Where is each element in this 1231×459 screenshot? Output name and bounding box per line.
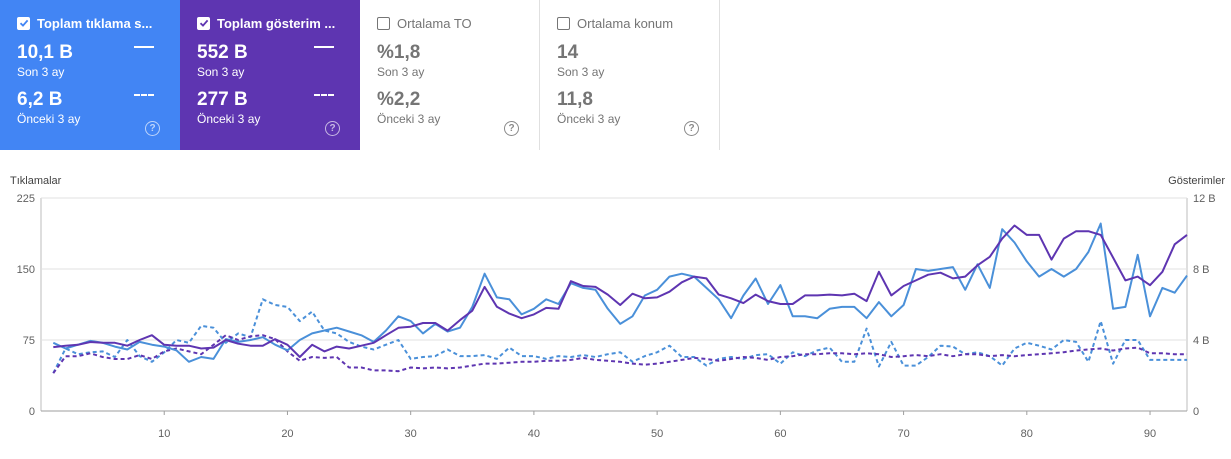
legend-dashed-line-icon <box>134 94 154 96</box>
card-header[interactable]: Ortalama konum <box>557 14 719 32</box>
x-tick-label: 10 <box>158 428 170 440</box>
help-icon[interactable]: ? <box>325 121 340 136</box>
checkbox-checked-icon[interactable] <box>197 16 210 30</box>
x-tick-label: 80 <box>1021 428 1033 440</box>
right-tick-label: 0 <box>1193 406 1199 418</box>
right-tick-label: 12 B <box>1193 193 1216 205</box>
card-label: Toplam gösterim ... <box>217 15 336 31</box>
card-label: Ortalama konum <box>577 15 674 31</box>
chart-series <box>52 222 1188 374</box>
x-tick-label: 60 <box>774 428 786 440</box>
card-label: Ortalama TO <box>397 15 472 31</box>
card-value-previous: 11,8 <box>557 89 593 110</box>
series-line-toplam-tıklama <box>52 222 1188 363</box>
right-tick-label: 4 B <box>1193 335 1210 347</box>
checkbox-unchecked-icon[interactable] <box>557 16 570 30</box>
series-line-önceki-gösterim <box>52 334 1187 374</box>
card-header[interactable]: Toplam gösterim ... <box>197 14 360 32</box>
series-line-toplam-gösterim <box>53 224 1188 358</box>
card-value-current: 10,1 B <box>17 42 73 63</box>
card-header[interactable]: Toplam tıklama s... <box>17 14 180 32</box>
card-value-previous: %2,2 <box>377 89 421 110</box>
x-tick-label: 90 <box>1144 428 1156 440</box>
x-tick-label: 20 <box>281 428 293 440</box>
checkbox-checked-icon[interactable] <box>17 16 30 30</box>
card-total-impressions[interactable]: Toplam gösterim ... 552 B Son 3 ay 277 B… <box>180 0 360 150</box>
left-tick-label: 75 <box>23 335 35 347</box>
card-period-previous: Önceki 3 ay <box>557 112 621 126</box>
left-axis-title: Tıklamalar <box>10 175 62 187</box>
card-value-current: 14 <box>557 42 579 63</box>
right-axis-ticks: 0 4 B 8 B 12 B <box>1193 193 1216 418</box>
x-tick-label: 40 <box>528 428 540 440</box>
checkbox-unchecked-icon[interactable] <box>377 16 390 30</box>
left-tick-label: 0 <box>29 406 35 418</box>
card-average-ctr[interactable]: Ortalama TO %1,8 Son 3 ay %2,2 Önceki 3 … <box>360 0 540 150</box>
chart-grid <box>40 197 1188 412</box>
card-period-current: Son 3 ay <box>557 65 605 79</box>
metric-cards: Toplam tıklama s... 10,1 B Son 3 ay 6,2 … <box>0 0 720 150</box>
left-axis-ticks: 0 75 150 225 <box>17 193 35 418</box>
card-value-current: 552 B <box>197 42 248 63</box>
card-period-current: Son 3 ay <box>377 65 425 79</box>
card-average-position[interactable]: Ortalama konum 14 Son 3 ay 11,8 Önceki 3… <box>540 0 720 150</box>
performance-line-chart[interactable]: 0 75 150 225 0 4 B 8 B 12 B 10 20 30 40 50 60 70 80 90 <box>0 150 1231 459</box>
card-period-current: Son 3 ay <box>197 65 245 79</box>
help-icon[interactable]: ? <box>684 121 699 136</box>
x-tick-label: 70 <box>897 428 909 440</box>
card-period-previous: Önceki 3 ay <box>197 112 261 126</box>
right-axis-title: Gösterimler <box>1168 175 1225 187</box>
card-period-current: Son 3 ay <box>17 65 65 79</box>
help-icon[interactable]: ? <box>504 121 519 136</box>
card-period-previous: Önceki 3 ay <box>17 112 81 126</box>
legend-solid-line-icon <box>314 46 334 48</box>
card-period-previous: Önceki 3 ay <box>377 112 441 126</box>
card-total-clicks[interactable]: Toplam tıklama s... 10,1 B Son 3 ay 6,2 … <box>0 0 180 150</box>
card-value-current: %1,8 <box>377 42 421 63</box>
legend-solid-line-icon <box>134 46 154 48</box>
card-value-previous: 6,2 B <box>17 89 63 110</box>
series-line-önceki-tıklama <box>52 298 1187 374</box>
help-icon[interactable]: ? <box>145 121 160 136</box>
x-tick-label: 30 <box>405 428 417 440</box>
card-label: Toplam tıklama s... <box>37 15 153 31</box>
card-value-previous: 277 B <box>197 89 248 110</box>
x-tick-label: 50 <box>651 428 663 440</box>
left-tick-label: 150 <box>17 264 35 276</box>
left-tick-label: 225 <box>17 193 35 205</box>
right-tick-label: 8 B <box>1193 264 1210 276</box>
legend-dashed-line-icon <box>314 94 334 96</box>
card-header[interactable]: Ortalama TO <box>377 14 539 32</box>
x-axis-ticks: 10 20 30 40 50 60 70 80 90 <box>158 411 1156 440</box>
